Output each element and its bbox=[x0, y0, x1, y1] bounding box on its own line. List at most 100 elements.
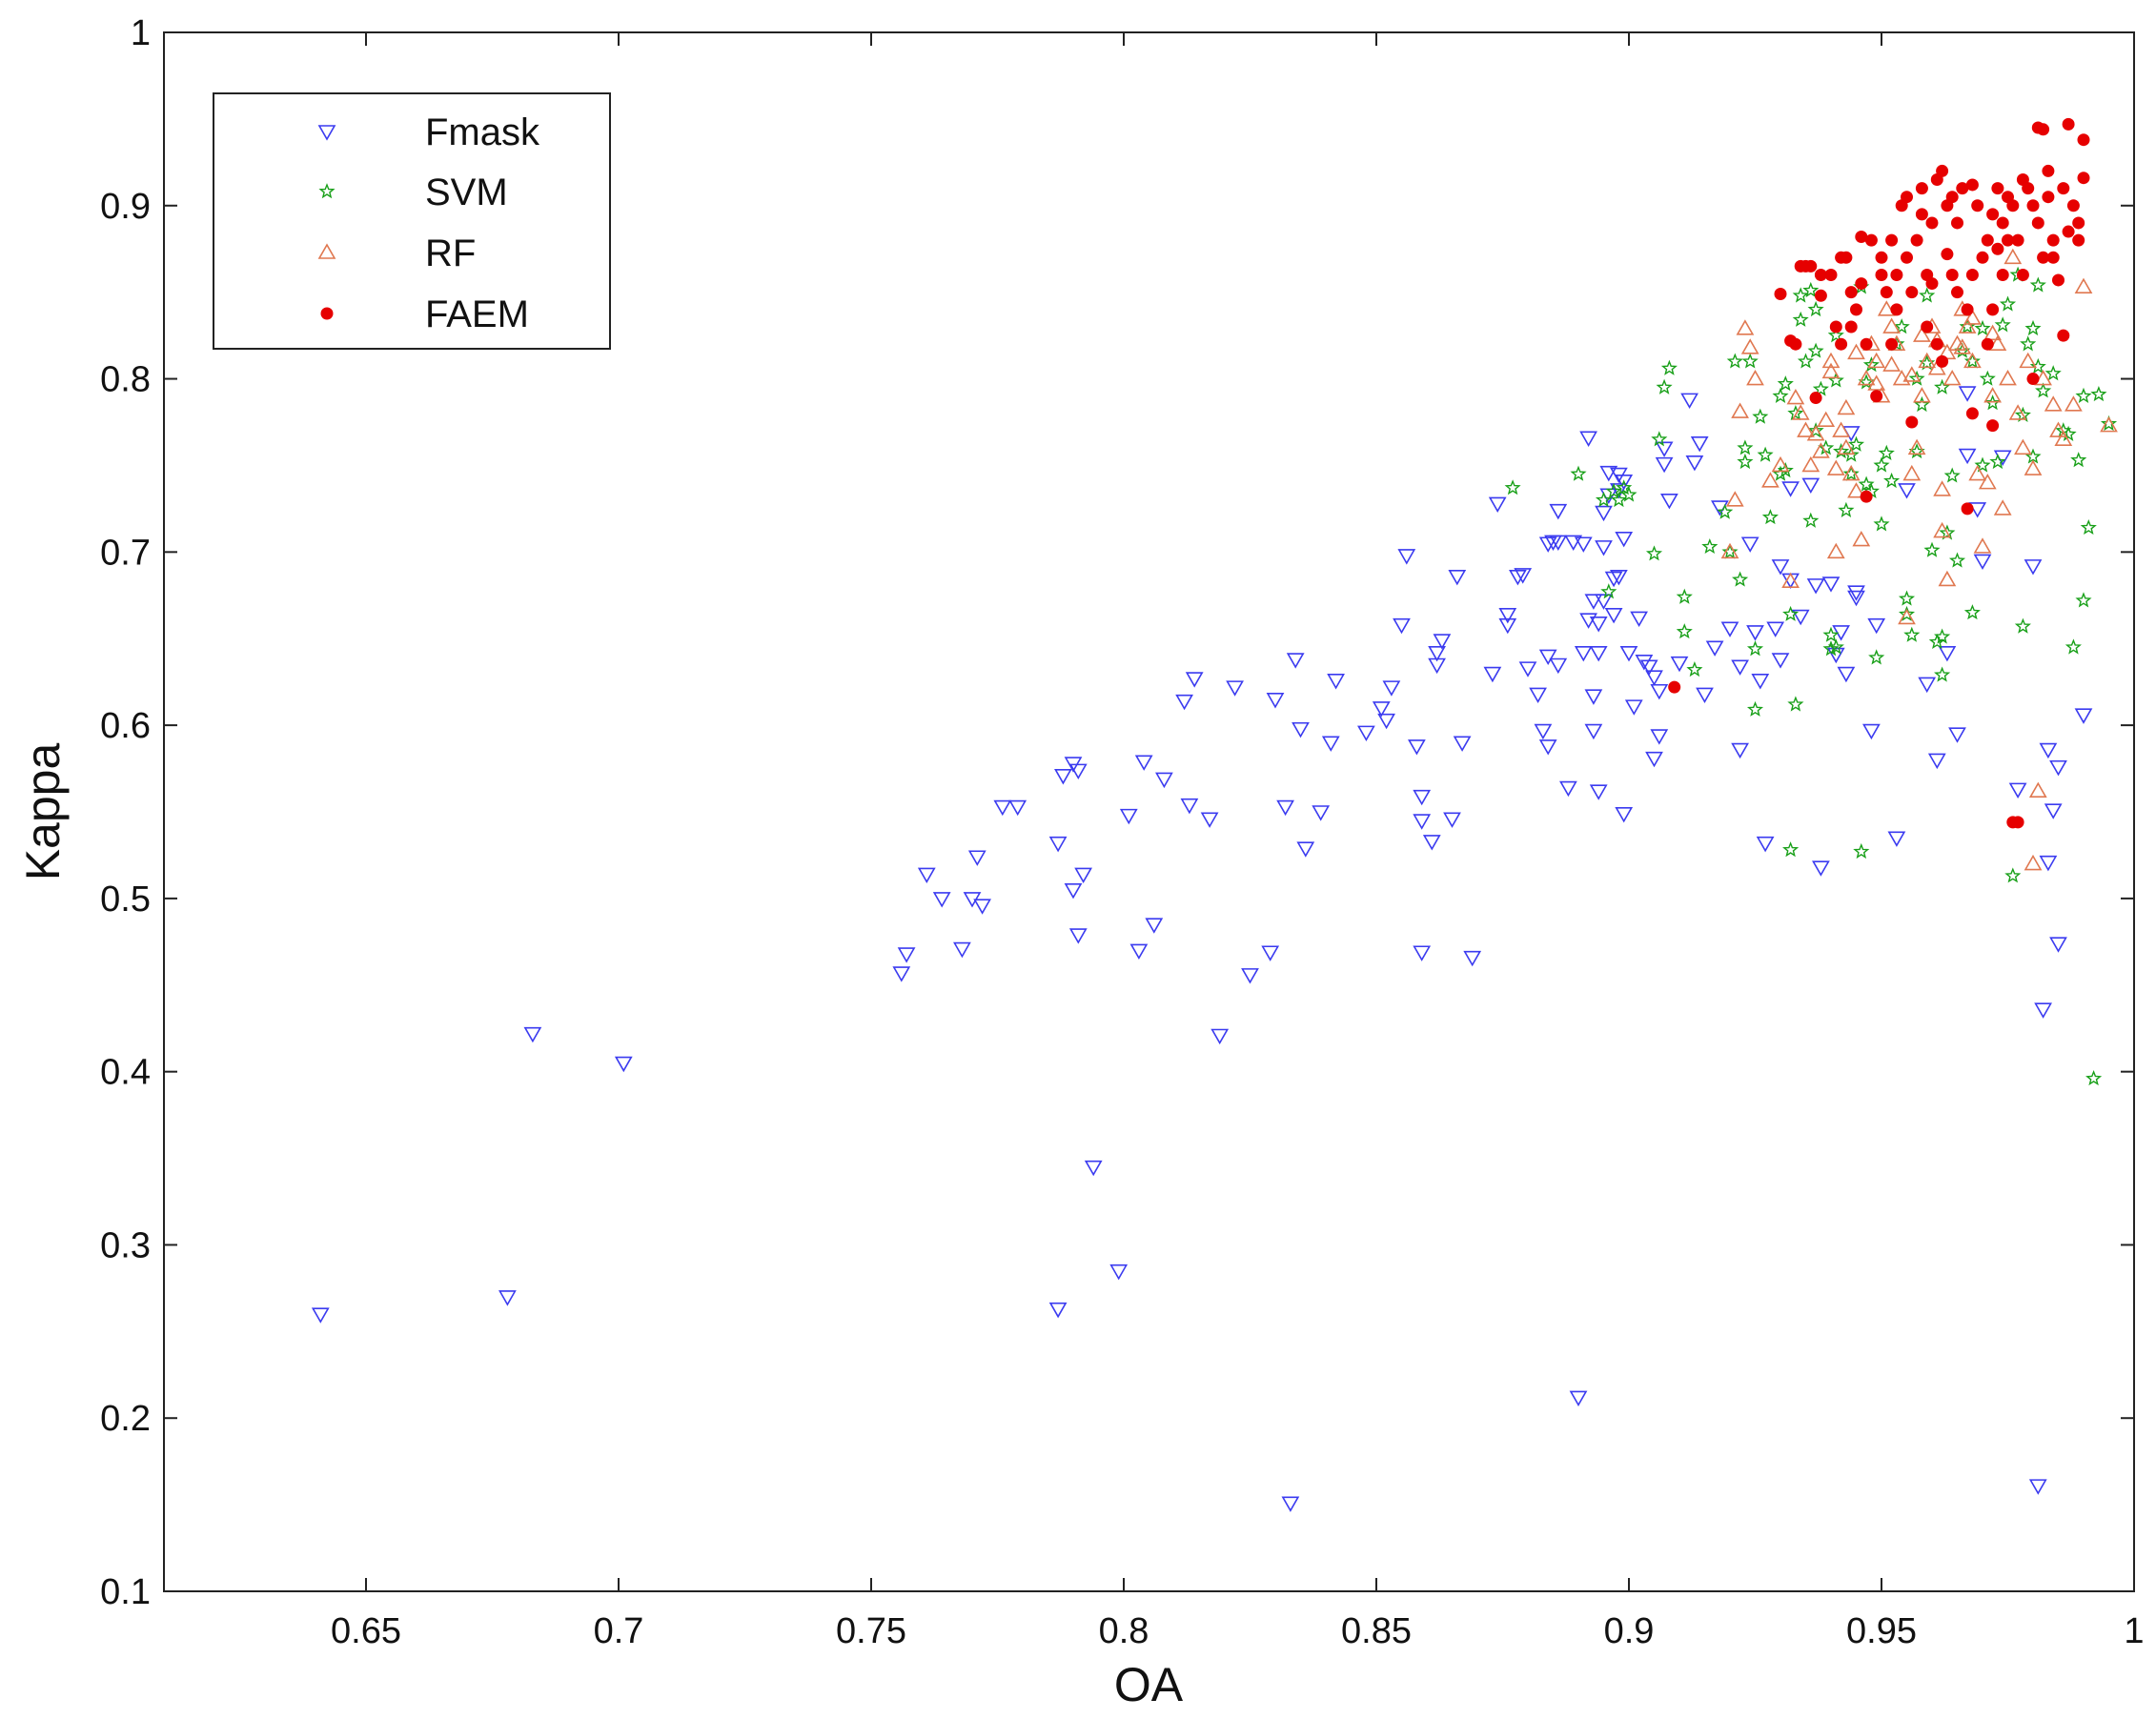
point-fmask bbox=[1054, 769, 1072, 785]
point-faem bbox=[2062, 225, 2075, 238]
point-faem bbox=[1991, 182, 2004, 195]
point-faem bbox=[1981, 233, 1994, 247]
point-fmask bbox=[1595, 594, 1613, 610]
point-svm bbox=[1903, 626, 1921, 642]
point-svm bbox=[1676, 588, 1693, 604]
point-svm bbox=[1746, 640, 1764, 657]
point-faem bbox=[1844, 320, 1858, 334]
point-fmask bbox=[1321, 736, 1340, 752]
point-faem bbox=[2011, 233, 2024, 247]
point-faem bbox=[2037, 251, 2050, 264]
point-rf bbox=[1933, 521, 1951, 538]
point-svm bbox=[1827, 638, 1844, 655]
point-fmask bbox=[1498, 617, 1517, 635]
point-fmask bbox=[1074, 867, 1092, 884]
point-rf bbox=[1999, 369, 2017, 386]
point-rf bbox=[1877, 300, 1896, 316]
point-faem bbox=[1925, 277, 1939, 291]
point-fmask bbox=[1413, 814, 1432, 830]
point-faem bbox=[1880, 286, 1893, 299]
point-fmask bbox=[1488, 496, 1507, 514]
point-fmask bbox=[1145, 918, 1164, 934]
point-svm bbox=[1963, 604, 1981, 620]
point-rf bbox=[1791, 404, 1810, 420]
point-faem bbox=[1855, 230, 1868, 243]
point-fmask bbox=[1134, 755, 1153, 771]
point-rf bbox=[2024, 459, 2043, 475]
point-svm bbox=[1984, 394, 2002, 411]
point-fmask bbox=[1393, 617, 1411, 635]
legend: Fmask SVM RF FAEM bbox=[213, 92, 611, 350]
y-axis-label: Kappa bbox=[16, 743, 70, 881]
point-fmask bbox=[1968, 502, 1987, 518]
point-svm bbox=[2024, 319, 2042, 336]
point-svm bbox=[2020, 335, 2037, 352]
point-rf bbox=[1993, 499, 2012, 516]
point-fmask bbox=[1068, 763, 1088, 779]
point-rf bbox=[1847, 482, 1865, 498]
point-fmask bbox=[1938, 645, 1957, 662]
point-rf bbox=[2054, 430, 2073, 446]
point-fmask bbox=[1008, 799, 1027, 817]
point-svm bbox=[1802, 512, 1820, 528]
point-faem bbox=[1905, 415, 1919, 429]
point-fmask bbox=[1847, 590, 1865, 607]
point-svm bbox=[1792, 311, 1809, 327]
point-svm bbox=[1919, 287, 1936, 303]
point-svm bbox=[1873, 516, 1890, 532]
point-fmask bbox=[1377, 713, 1395, 730]
series-faem bbox=[1668, 117, 2090, 829]
y-tick-label: 0.4 bbox=[100, 1053, 151, 1093]
point-fmask bbox=[311, 1307, 330, 1324]
y-tick-label: 0.6 bbox=[100, 706, 151, 746]
point-rf bbox=[1797, 421, 1815, 437]
point-faem bbox=[1921, 320, 1934, 334]
point-svm bbox=[1959, 318, 1976, 334]
legend-label-rf: RF bbox=[425, 233, 476, 274]
point-faem bbox=[1965, 268, 1979, 281]
point-fmask bbox=[1801, 477, 1820, 495]
point-svm bbox=[1898, 605, 1916, 621]
point-fmask bbox=[1226, 680, 1244, 697]
point-faem bbox=[1860, 337, 1873, 351]
point-rf bbox=[1736, 319, 1755, 335]
point-faem bbox=[2062, 117, 2075, 131]
point-fmask bbox=[1705, 640, 1724, 657]
point-fmask bbox=[1574, 536, 1593, 553]
point-fmask bbox=[1312, 805, 1331, 821]
point-fmask bbox=[1781, 481, 1800, 497]
point-fmask bbox=[1084, 1160, 1103, 1177]
point-rf bbox=[1817, 411, 1836, 427]
point-svm bbox=[1737, 439, 1754, 455]
point-svm bbox=[1878, 444, 1895, 460]
point-fmask bbox=[1791, 609, 1810, 626]
point-rf bbox=[1806, 425, 1825, 441]
point-fmask bbox=[1751, 674, 1770, 690]
point-fmask bbox=[1538, 536, 1557, 553]
x-tick-label: 0.85 bbox=[1341, 1611, 1412, 1651]
point-fmask bbox=[1958, 448, 1977, 465]
point-faem bbox=[1930, 173, 1943, 187]
point-rf bbox=[1913, 326, 1931, 342]
point-svm bbox=[1818, 439, 1835, 455]
y-tick-label: 0.7 bbox=[100, 533, 151, 573]
point-faem bbox=[1915, 182, 1928, 195]
point-fmask bbox=[1731, 659, 1749, 676]
point-fmask bbox=[1862, 723, 1881, 740]
point-fmask bbox=[2028, 1479, 2047, 1495]
point-rf bbox=[1988, 334, 2007, 351]
legend-label-fmask: Fmask bbox=[425, 111, 540, 153]
point-rf bbox=[1781, 572, 1800, 589]
point-fmask bbox=[1064, 883, 1083, 900]
point-fmask bbox=[1958, 386, 1977, 402]
point-faem bbox=[1945, 191, 1959, 204]
point-svm bbox=[1807, 342, 1824, 358]
y-tick-label: 0.3 bbox=[100, 1225, 151, 1265]
point-svm bbox=[1822, 640, 1840, 657]
y-tick-label: 0.8 bbox=[100, 360, 151, 400]
point-fmask bbox=[1604, 607, 1623, 624]
point-rf bbox=[1832, 421, 1850, 437]
point-fmask bbox=[1549, 535, 1568, 552]
point-faem bbox=[1965, 178, 1979, 192]
point-fmask bbox=[932, 892, 951, 908]
